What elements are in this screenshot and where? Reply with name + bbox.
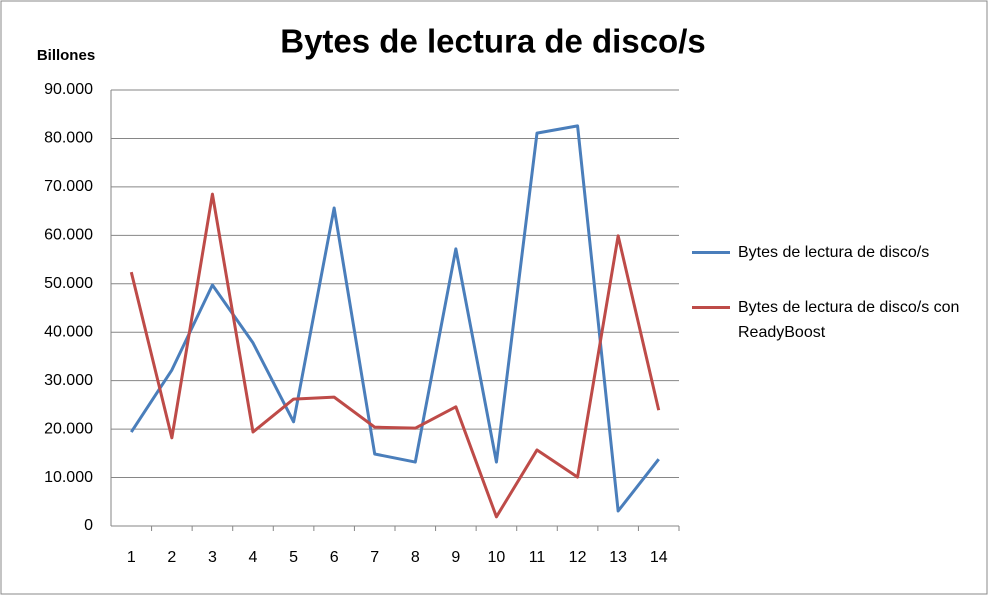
y-tick-label: 90.000 (44, 81, 93, 98)
series-line (130, 124, 660, 513)
y-tick-label: 70.000 (44, 178, 93, 195)
x-tick-label: 3 (208, 549, 217, 566)
y-tick-label: 60.000 (44, 227, 93, 244)
series-line (129, 192, 661, 519)
y-tick-label: 30.000 (44, 372, 93, 389)
y-tick-label: 50.000 (44, 275, 93, 292)
y-tick-label: 0 (84, 517, 93, 534)
x-tick-label: 8 (411, 549, 420, 566)
x-tick-label: 1 (127, 549, 136, 566)
legend-item: Bytes de lectura de disco/s con ReadyBoo… (692, 295, 982, 345)
legend-label: Bytes de lectura de disco/s con ReadyBoo… (738, 299, 960, 341)
x-tick-label: 4 (249, 549, 258, 566)
x-tick-label: 11 (529, 549, 546, 566)
x-tick-label: 6 (330, 549, 339, 566)
y-axis-label: Billones (37, 47, 95, 64)
x-tick-label: 7 (370, 549, 379, 566)
x-tick-label: 2 (167, 549, 176, 566)
legend: Bytes de lectura de disco/s Bytes de lect… (692, 240, 982, 375)
x-tick-label: 12 (569, 549, 587, 566)
x-tick-label: 10 (488, 549, 506, 566)
legend-swatch (692, 306, 730, 309)
y-tick-label: 20.000 (44, 420, 93, 437)
x-tick-label: 9 (451, 549, 460, 566)
y-tick-label: 10.000 (44, 469, 93, 486)
y-tick-label: 40.000 (44, 323, 93, 340)
x-tick-label: 5 (289, 549, 298, 566)
legend-item: Bytes de lectura de disco/s (692, 240, 982, 265)
legend-label: Bytes de lectura de disco/s (738, 244, 930, 261)
y-tick-label: 80.000 (44, 130, 93, 147)
legend-swatch (692, 251, 730, 254)
x-tick-label: 13 (609, 549, 627, 566)
x-tick-label: 14 (650, 549, 668, 566)
chart-title: Bytes de lectura de disco/s (280, 23, 706, 60)
